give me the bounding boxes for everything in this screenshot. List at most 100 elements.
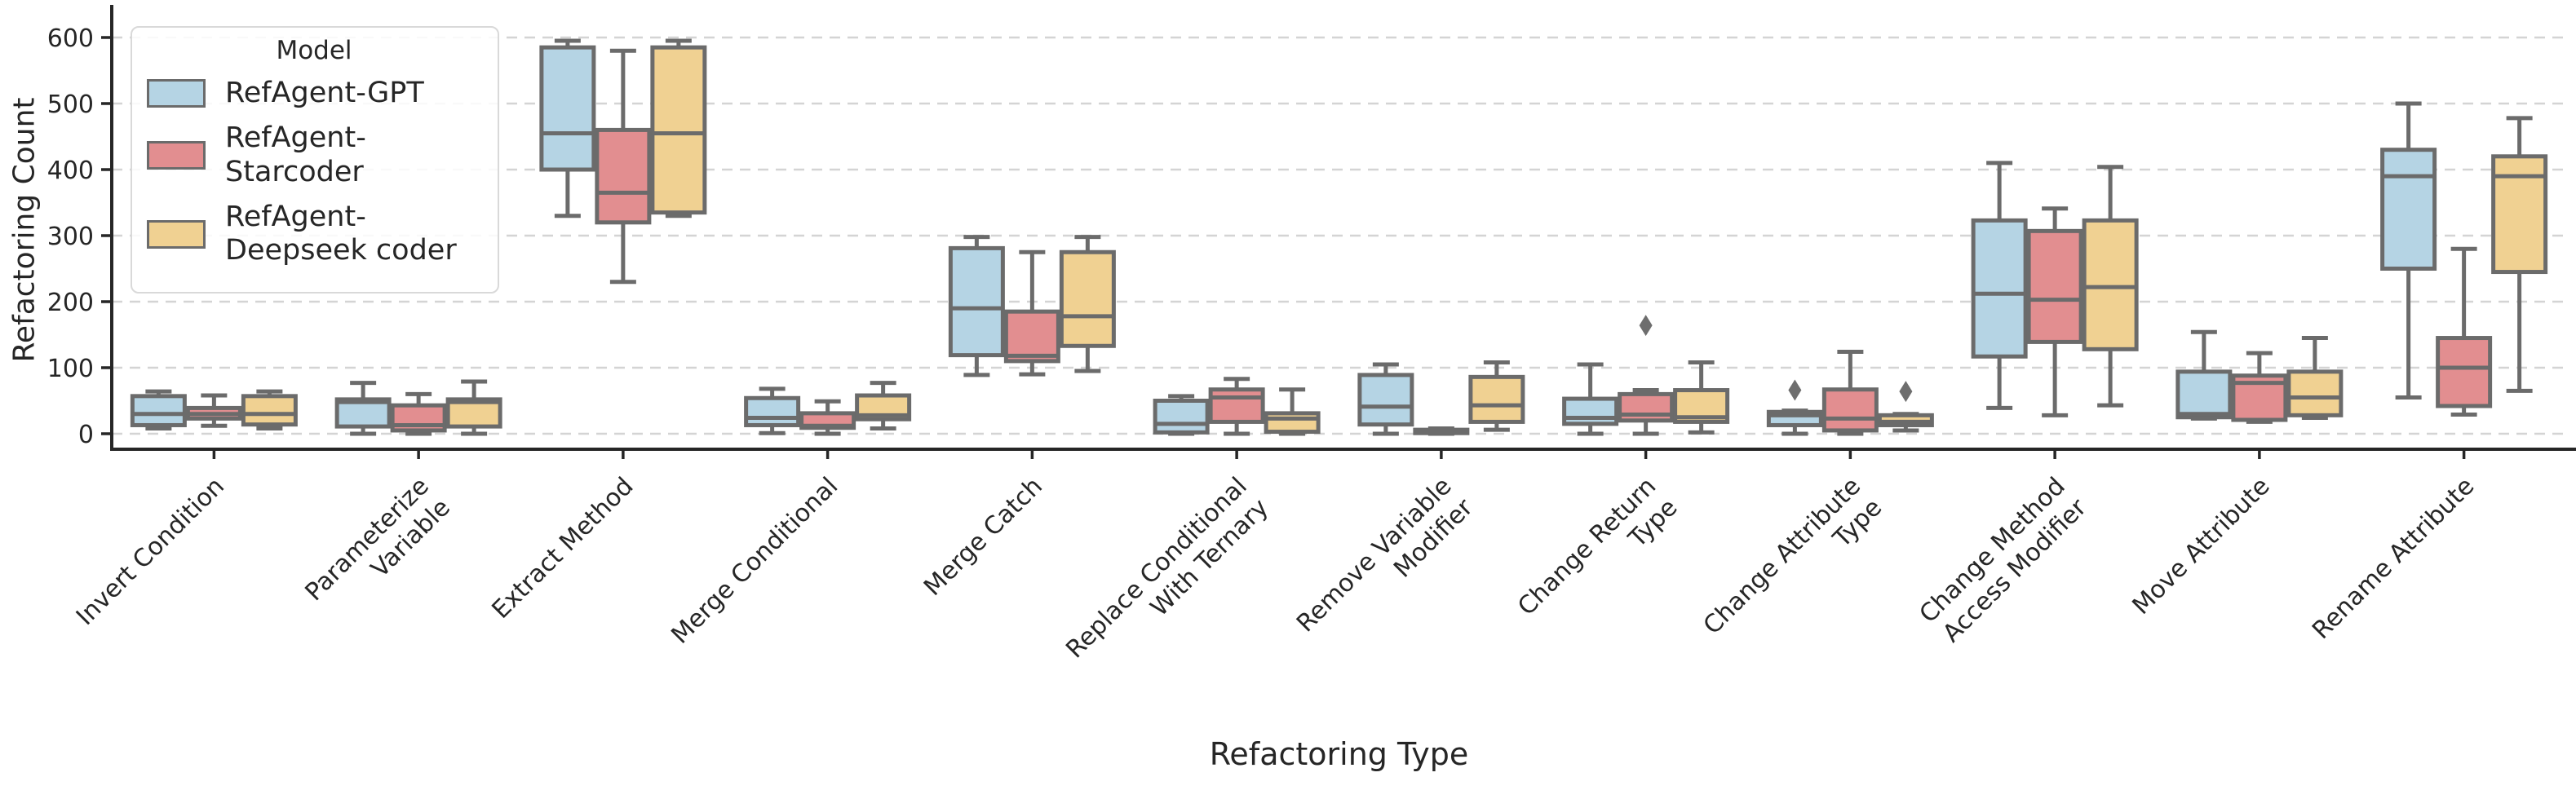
y-tick-label: 0 [78,421,94,449]
box-rect [1264,411,1321,435]
box-rect [2436,336,2493,408]
box-rect [595,127,652,225]
box-change-method-access-modifier-refagent-gpt [1971,161,2028,410]
x-tick-label: Change MethodAccess Modifier [1914,471,2093,650]
box-rect [2082,218,2139,351]
x-tick-label: ParameterizeVariable [300,472,456,628]
box-rect [1153,399,1210,435]
box-rect [948,245,1005,358]
x-tick-label: Merge Conditional [666,472,843,650]
outlier-diamond [1788,379,1802,401]
outlier-diamond [1899,381,1913,403]
legend-item-2: RefAgent-Starcoder [147,121,483,189]
box-rect [744,395,801,427]
legend-item-label: RefAgent-GPT [225,77,424,109]
box-change-method-access-modifier-refagent-deepseek-coder [2082,165,2139,408]
box-merge-conditional-refagent-gpt [744,386,801,435]
x-tick-label: Change AttributeType [1698,472,1888,662]
x-tick-label: Rename Attribute [2307,472,2480,645]
legend-swatch-icon [147,219,206,249]
box-replace-conditional-with-ternary-refagent-gpt [1153,394,1210,436]
box-remove-variable-modifier-refagent-deepseek-coder [1468,360,1525,432]
legend-item-1: RefAgent-GPT [147,77,483,110]
y-tick-label: 300 [47,223,94,251]
box-extract-method-refagent-deepseek-coder [650,38,707,219]
box-merge-catch-refagent-gpt [948,235,1005,377]
y-tick-label: 200 [47,289,94,317]
box-change-return-type-refagent-deepseek-coder [1673,360,1730,435]
box-rect [1971,218,2028,359]
box-remove-variable-modifier-refagent-gpt [1357,362,1414,436]
box-change-attribute-type-refagent-deepseek-coder [1877,381,1934,433]
box-rename-attribute-refagent-deepseek-coder [2491,116,2548,393]
box-extract-method-refagent-gpt [539,38,596,219]
legend-item-3: RefAgent-Deepseek coder [147,201,483,268]
box-extract-method-refagent-starcoder [595,48,652,285]
x-tick-label: Invert Condition [71,472,230,631]
box-rect [2175,369,2233,420]
legend-item-label: RefAgent-Deepseek coder [225,200,457,267]
y-axis-title: Refactoring Count [7,97,42,363]
box-merge-conditional-refagent-starcoder [799,399,856,436]
box-change-return-type-refagent-starcoder [1618,315,1675,436]
axes-spines [110,5,2576,451]
box-remove-variable-modifier-refagent-starcoder [1413,426,1470,436]
legend-swatch-icon [147,141,206,170]
x-tick-label: Change ReturnType [1512,472,1683,642]
box-replace-conditional-with-ternary-refagent-deepseek-coder [1264,387,1321,436]
box-move-attribute-refagent-gpt [2175,329,2233,421]
box-move-attribute-refagent-deepseek-coder [2286,336,2344,421]
legend-rows: RefAgent-GPT RefAgent-Starcoder RefAgent-D… [145,77,483,267]
box-change-method-access-modifier-refagent-starcoder [2026,206,2083,417]
x-tick-label: Extract Method [487,472,640,625]
box-rect [650,45,707,215]
y-tick-label: 400 [47,157,94,185]
box-rect [1821,387,1879,433]
box-rect [539,45,596,172]
y-ticks: 0 100 200 300 400 500 600 [47,24,112,449]
box-merge-catch-refagent-deepseek-coder [1059,235,1116,373]
box-rect [1562,396,1619,426]
gridlines [112,36,2566,435]
box-rect [2491,154,2548,275]
box-rect [1468,374,1525,424]
x-tick-label: Remove VariableModifier [1291,471,1479,659]
box-rect [2286,369,2344,417]
box-rect [1208,387,1265,424]
legend: Model RefAgent-GPT RefAgent-Starcoder RefA… [131,26,499,294]
box-rename-attribute-refagent-gpt [2380,101,2437,400]
box-merge-conditional-refagent-deepseek-coder [855,381,912,431]
box-rect [1357,373,1414,427]
x-ticks: Invert Condition ParameterizeVariable Extr… [71,449,2480,686]
box-rect [241,394,298,427]
box-parameterize-variable-refagent-gpt [334,381,392,436]
box-invert-condition-refagent-deepseek-coder [241,389,298,431]
box-rename-attribute-refagent-starcoder [2436,246,2493,417]
box-change-attribute-type-refagent-gpt [1766,379,1823,436]
box-rect [1059,249,1116,348]
box-parameterize-variable-refagent-deepseek-coder [445,379,502,436]
box-merge-catch-refagent-starcoder [1003,249,1060,377]
box-invert-condition-refagent-gpt [130,389,187,431]
box-change-attribute-type-refagent-starcoder [1821,350,1879,436]
x-tick-label: Move Attribute [2127,472,2275,620]
legend-item-label: RefAgent-Starcoder [225,121,366,188]
legend-title: Model [276,36,352,65]
box-replace-conditional-with-ternary-refagent-starcoder [1208,377,1265,436]
x-tick-label: Replace ConditionalWith Ternary [1060,472,1274,686]
boxes [130,38,2548,436]
y-tick-label: 600 [47,24,94,53]
outlier-diamond [1639,315,1653,337]
box-rect [130,394,187,427]
box-change-return-type-refagent-gpt [1562,362,1619,436]
legend-swatch-icon [147,79,206,108]
y-tick-label: 500 [47,90,94,119]
box-rect [1003,309,1060,364]
box-invert-condition-refagent-starcoder [185,393,242,428]
box-rect [2380,148,2437,271]
box-parameterize-variable-refagent-starcoder [390,391,447,436]
x-axis-title: Refactoring Type [1209,736,1469,772]
y-tick-label: 100 [47,355,94,383]
